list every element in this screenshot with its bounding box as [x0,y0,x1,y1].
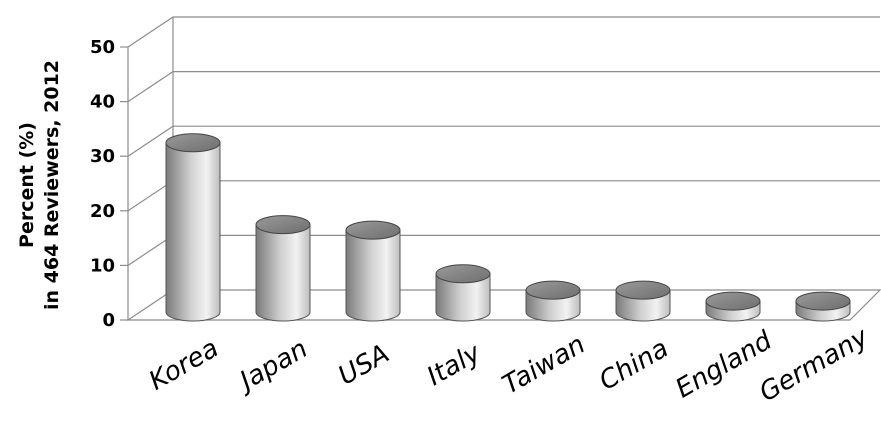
bar-body [255,224,311,322]
gridlines [120,16,881,321]
bar-top [255,215,311,235]
gridline [127,125,880,157]
y-tick-label: 30 [90,146,115,167]
x-tick-label-germany: Germany [755,322,874,408]
bar-body [165,142,221,322]
y-axis-title-line-2: in 464 Reviewers, 2012 [41,60,63,310]
y-tick-label: 0 [102,310,115,331]
bar-top [795,291,851,311]
bar-china [615,280,671,322]
y-tick-label: 40 [90,92,115,113]
bar-top [435,264,491,284]
bar-germany [795,291,851,322]
gridline [127,234,880,266]
x-tick-label-usa: USA [333,339,394,392]
bar-italy [435,264,491,322]
bars [165,133,851,322]
y-tick-label: 10 [90,255,115,276]
bar-top [525,280,581,300]
gridline [127,71,880,103]
x-tick-label-china: China [594,334,673,397]
gridline [126,289,881,321]
x-tick-label-italy: Italy [422,338,486,392]
bar-taiwan [525,280,581,322]
bar-korea [165,133,221,322]
bar-top [705,291,761,311]
bar-body [345,229,401,322]
x-tick-label-korea: Korea [144,333,224,396]
bar-top [345,220,401,240]
y-tick-label: 20 [90,201,115,222]
gridline [127,16,880,48]
x-tick-label-taiwan: Taiwan [498,330,591,401]
bar-japan [255,215,311,322]
bar-top [615,280,671,300]
y-tick-label: 50 [90,37,115,58]
x-tick-label-japan: Japan [231,334,313,399]
bar-usa [345,220,401,322]
gridline [127,180,880,212]
bar-body [435,273,491,322]
bar-top [165,133,221,153]
x-tick-labels: Korea Japan USA Italy Taiwan ChinaEnglandGerm… [144,322,874,408]
y-axis-title-line-1: Percent (%) [16,122,38,248]
y-tick-labels: 0 10 20 30 40 50 [90,37,115,331]
bar-england [705,291,761,322]
y-axis-title: Percent (%) in 464 Reviewers, 2012 [16,60,63,310]
